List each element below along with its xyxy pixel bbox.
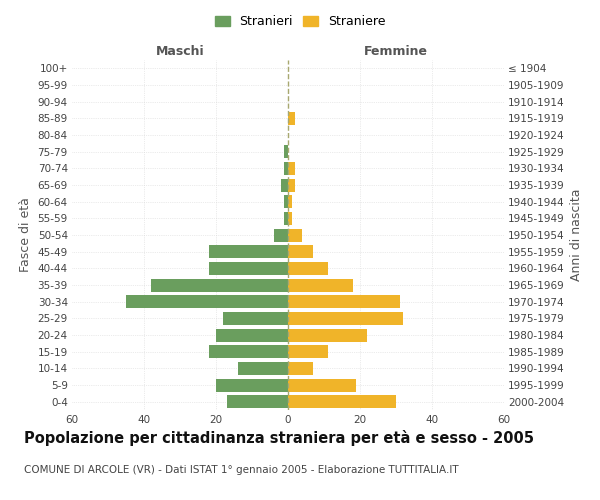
Bar — [238, 362, 288, 375]
Legend: Stranieri, Straniere: Stranieri, Straniere — [211, 11, 389, 32]
Bar — [288, 195, 292, 208]
Bar — [216, 378, 288, 392]
Bar — [288, 328, 367, 342]
Bar — [288, 262, 328, 275]
Bar — [288, 162, 295, 175]
Bar — [288, 278, 353, 291]
Text: Maschi: Maschi — [155, 44, 205, 58]
Bar — [274, 228, 288, 241]
Text: COMUNE DI ARCOLE (VR) - Dati ISTAT 1° gennaio 2005 - Elaborazione TUTTITALIA.IT: COMUNE DI ARCOLE (VR) - Dati ISTAT 1° ge… — [24, 465, 458, 475]
Bar — [209, 262, 288, 275]
Bar — [284, 162, 288, 175]
Bar — [281, 178, 288, 192]
Y-axis label: Anni di nascita: Anni di nascita — [571, 188, 583, 281]
Bar — [209, 245, 288, 258]
Bar — [151, 278, 288, 291]
Bar — [288, 112, 295, 125]
Bar — [209, 345, 288, 358]
Bar — [288, 345, 328, 358]
Bar — [288, 362, 313, 375]
Bar — [284, 195, 288, 208]
Text: Femmine: Femmine — [364, 44, 428, 58]
Bar — [223, 312, 288, 325]
Bar — [216, 328, 288, 342]
Bar — [288, 395, 396, 408]
Bar — [288, 245, 313, 258]
Bar — [288, 378, 356, 392]
Bar — [227, 395, 288, 408]
Bar — [288, 212, 292, 225]
Bar — [288, 178, 295, 192]
Bar — [126, 295, 288, 308]
Bar — [284, 212, 288, 225]
Bar — [288, 312, 403, 325]
Bar — [288, 228, 302, 241]
Text: Popolazione per cittadinanza straniera per età e sesso - 2005: Popolazione per cittadinanza straniera p… — [24, 430, 534, 446]
Bar — [288, 295, 400, 308]
Bar — [284, 145, 288, 158]
Y-axis label: Fasce di età: Fasce di età — [19, 198, 32, 272]
